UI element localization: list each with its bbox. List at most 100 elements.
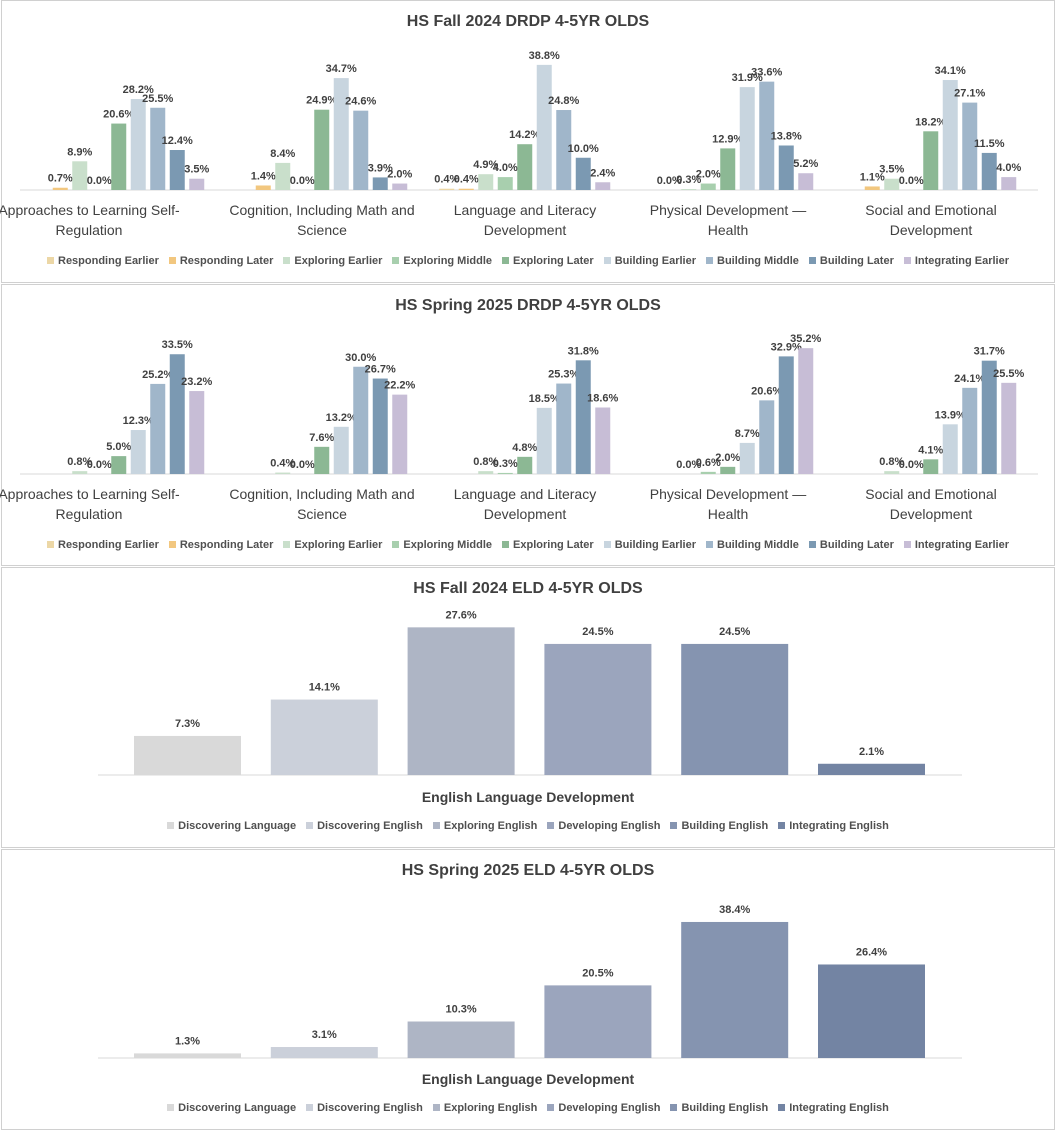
bar-exploring-later [720,148,736,190]
data-label: 20.5% [582,967,613,979]
bar-exploring-earlier [72,161,88,190]
bar-building-later [778,356,794,474]
data-label: 24.8% [548,95,579,107]
legend-item-discovering-language: Discovering Language [167,820,296,832]
data-label: 0.7% [48,173,73,185]
bar-exploring-later [720,466,736,474]
data-label: 22.2% [384,380,415,392]
bar-developing-english [544,643,652,775]
data-label: 24.9% [306,95,337,107]
data-label: 0.8% [473,456,498,468]
bar-integrating-english [818,964,925,1058]
data-label: 13.8% [771,130,802,142]
data-label: 4.1% [918,444,943,456]
chart-spring-2025-drdp: HS Spring 2025 DRDP 4-5YR OLDS 0.8% 0.0% 5… [0,284,1055,566]
legend-item-exploring-english: Exploring English [432,1102,537,1114]
legend-swatch [706,541,714,548]
bar-responding-earlier [439,188,455,190]
data-label: 24.5% [719,626,750,638]
legend-swatch [167,1104,175,1111]
category-label: Language and Literacy Development [453,486,597,522]
legend-item-integrating-earlier: Integrating Earlier [903,255,1009,267]
legend-label: Building Middle [717,255,799,267]
data-label: 18.5% [529,393,560,405]
data-label: 34.1% [935,65,966,77]
bar-exploring-later [111,456,127,474]
legend-item-responding-later: Responding Later [168,539,273,551]
data-label: 0.0% [290,459,315,471]
legend-label: Exploring Middle [403,255,493,267]
legend-swatch [778,1104,786,1111]
bar-exploring-middle [497,472,513,474]
data-label: 10.3% [445,1004,476,1016]
legend-label: Building Earlier [614,539,697,551]
bar-building-earlier [536,64,552,190]
data-label: 18.6% [587,393,618,405]
bar-exploring-earlier [275,472,291,474]
legend: Discovering Language Discovering English E… [2,820,1054,832]
legend-swatch [547,822,555,829]
legend-label: Exploring Later [513,539,594,551]
bar-building-earlier [130,99,146,190]
bar-building-later [372,378,388,474]
data-label: 31.7% [974,346,1005,358]
legend-label: Exploring Earlier [294,255,383,267]
bar-building-english [681,921,789,1058]
legend-swatch [547,1104,555,1111]
legend-label: Integrating Earlier [914,255,1009,267]
bar-integrating-earlier [1001,382,1017,474]
bar-building-earlier [536,407,552,474]
legend-item-discovering-english: Discovering English [306,1102,423,1114]
data-label: 14.1% [309,682,340,694]
data-label: 32.9% [771,341,802,353]
x-axis-title: English Language Development [421,1071,635,1087]
category-label: Approaches to Learning Self-Regulation [0,202,180,238]
legend-label: Responding Later [179,255,274,267]
bar-discovering-english [270,1047,378,1058]
data-label: 0.8% [879,456,904,468]
legend-swatch [47,257,54,264]
data-label: 24.5% [582,626,613,638]
bar-exploring-later [111,123,127,190]
data-label: 25.2% [142,369,173,381]
bar-exploring-earlier [275,162,291,190]
legend-item-exploring-earlier: Exploring Earlier [283,539,382,551]
bar-exploring-later [517,456,533,474]
data-label: 24.6% [345,96,376,108]
bar-exploring-middle [700,471,716,474]
legend-swatch [432,822,440,829]
legend-label: Integrating English [789,1102,889,1114]
legend-item-responding-earlier: Responding Earlier [47,255,159,267]
data-label: 4.8% [512,442,537,454]
bar-exploring-middle [497,177,513,190]
bar-responding-later [864,186,880,190]
data-label: 3.1% [312,1029,337,1041]
data-label: 14.2% [509,129,540,141]
bar-exploring-later [923,459,939,474]
data-label: 35.2% [790,333,821,345]
plot-area: 0.8%0.0%5.0%12.3%25.2%33.5%23.2%0.4%0.0%… [20,333,1038,475]
legend-swatch [167,822,175,829]
data-label: 0.0% [899,175,924,187]
bar-exploring-later [517,144,533,190]
data-label: 25.5% [993,368,1024,380]
data-label: 0.4% [434,174,459,186]
bar-integrating-earlier [595,407,611,474]
data-label: 38.8% [529,50,560,62]
legend-item-building-earlier: Building Earlier [603,255,696,267]
legend-item-exploring-english: Exploring English [432,820,537,832]
legend-item-building-middle: Building Middle [706,539,799,551]
bar-responding-later [458,188,474,190]
legend-swatch [432,1104,440,1111]
legend-label: Developing English [558,820,661,832]
data-label: 5.2% [793,158,818,170]
bar-integrating-english [818,763,925,775]
data-label: 25.5% [142,93,173,105]
data-label: 3.9% [368,162,393,174]
legend-swatch [808,257,816,264]
data-label: 12.9% [712,133,743,145]
bar-exploring-earlier [478,471,494,474]
legend-swatch [502,541,510,548]
bar-integrating-earlier [189,178,205,190]
legend-label: Building Later [819,255,894,267]
